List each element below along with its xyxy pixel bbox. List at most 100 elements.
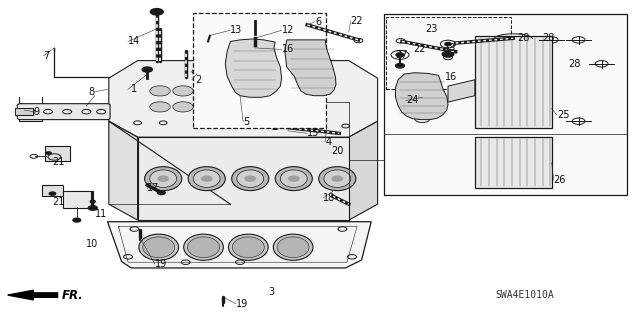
Text: 27: 27 xyxy=(396,50,408,60)
Text: 16: 16 xyxy=(445,72,457,82)
Circle shape xyxy=(173,102,193,112)
Circle shape xyxy=(157,191,165,195)
Text: 21: 21 xyxy=(52,157,65,167)
Text: 28: 28 xyxy=(517,33,529,43)
Polygon shape xyxy=(108,222,371,268)
Text: 13: 13 xyxy=(230,25,243,35)
Polygon shape xyxy=(138,137,349,220)
Bar xyxy=(475,36,552,128)
Circle shape xyxy=(207,30,213,33)
Polygon shape xyxy=(109,121,138,220)
FancyBboxPatch shape xyxy=(42,185,63,196)
Ellipse shape xyxy=(232,237,264,258)
FancyBboxPatch shape xyxy=(15,108,33,115)
Polygon shape xyxy=(109,61,378,137)
Ellipse shape xyxy=(228,234,268,260)
Text: 13: 13 xyxy=(444,43,456,54)
Circle shape xyxy=(332,176,342,181)
Text: 18: 18 xyxy=(323,193,335,203)
Polygon shape xyxy=(225,39,282,97)
Text: 21: 21 xyxy=(52,197,65,207)
Text: 11: 11 xyxy=(95,209,107,219)
Circle shape xyxy=(260,86,280,96)
Ellipse shape xyxy=(139,234,179,260)
Circle shape xyxy=(442,51,454,57)
Text: SWA4E1010A: SWA4E1010A xyxy=(495,290,554,300)
Text: 8: 8 xyxy=(88,87,95,97)
Ellipse shape xyxy=(150,170,177,188)
Text: FR.: FR. xyxy=(61,289,83,301)
Circle shape xyxy=(142,67,152,72)
Ellipse shape xyxy=(188,237,220,258)
Ellipse shape xyxy=(273,234,313,260)
Ellipse shape xyxy=(319,167,356,190)
Polygon shape xyxy=(396,73,448,120)
Circle shape xyxy=(237,102,257,112)
Ellipse shape xyxy=(232,167,269,190)
Circle shape xyxy=(289,176,299,181)
Text: 5: 5 xyxy=(243,117,250,127)
Text: 10: 10 xyxy=(86,239,98,249)
Circle shape xyxy=(193,102,214,112)
Circle shape xyxy=(202,176,212,181)
Circle shape xyxy=(251,33,259,36)
FancyBboxPatch shape xyxy=(63,191,91,208)
Text: 9: 9 xyxy=(33,107,40,117)
Bar xyxy=(384,14,627,195)
Ellipse shape xyxy=(275,167,312,190)
Polygon shape xyxy=(349,121,378,220)
Circle shape xyxy=(216,102,237,112)
Text: 28: 28 xyxy=(543,33,555,43)
Text: 1: 1 xyxy=(131,84,138,94)
Circle shape xyxy=(49,192,56,195)
Circle shape xyxy=(237,86,257,96)
Circle shape xyxy=(250,95,256,98)
Ellipse shape xyxy=(277,237,309,258)
Circle shape xyxy=(150,9,163,15)
Text: 22: 22 xyxy=(351,16,364,26)
Polygon shape xyxy=(8,290,58,300)
Ellipse shape xyxy=(188,167,225,190)
Circle shape xyxy=(303,102,324,112)
FancyBboxPatch shape xyxy=(45,146,70,161)
Circle shape xyxy=(396,63,404,68)
Polygon shape xyxy=(285,40,336,96)
Circle shape xyxy=(245,176,255,181)
Circle shape xyxy=(249,43,260,49)
Circle shape xyxy=(150,86,170,96)
Circle shape xyxy=(280,102,301,112)
Text: 16: 16 xyxy=(282,44,294,55)
Circle shape xyxy=(396,53,404,57)
Circle shape xyxy=(260,102,280,112)
Circle shape xyxy=(173,86,193,96)
Circle shape xyxy=(193,86,214,96)
Ellipse shape xyxy=(193,170,220,188)
Bar xyxy=(475,137,552,188)
Circle shape xyxy=(88,206,97,210)
Circle shape xyxy=(216,86,237,96)
Text: 26: 26 xyxy=(554,175,566,185)
Text: 4: 4 xyxy=(325,137,332,147)
Text: 2: 2 xyxy=(195,75,202,85)
Circle shape xyxy=(204,40,212,44)
Text: 12: 12 xyxy=(282,25,294,35)
Ellipse shape xyxy=(184,234,223,260)
Text: 7: 7 xyxy=(44,51,50,61)
Text: 3: 3 xyxy=(269,287,275,297)
Text: 25: 25 xyxy=(557,110,570,120)
Circle shape xyxy=(158,176,168,181)
Text: 22: 22 xyxy=(413,44,426,55)
Text: 28: 28 xyxy=(568,59,580,69)
Ellipse shape xyxy=(237,170,264,188)
Circle shape xyxy=(73,218,81,222)
Text: 19: 19 xyxy=(155,259,167,269)
Circle shape xyxy=(445,42,451,46)
Circle shape xyxy=(90,200,95,203)
Polygon shape xyxy=(448,80,475,102)
Bar xyxy=(193,13,326,128)
Text: 14: 14 xyxy=(128,36,140,47)
Ellipse shape xyxy=(143,237,175,258)
Text: 23: 23 xyxy=(426,24,438,34)
Ellipse shape xyxy=(280,170,307,188)
Text: 6: 6 xyxy=(315,17,321,27)
